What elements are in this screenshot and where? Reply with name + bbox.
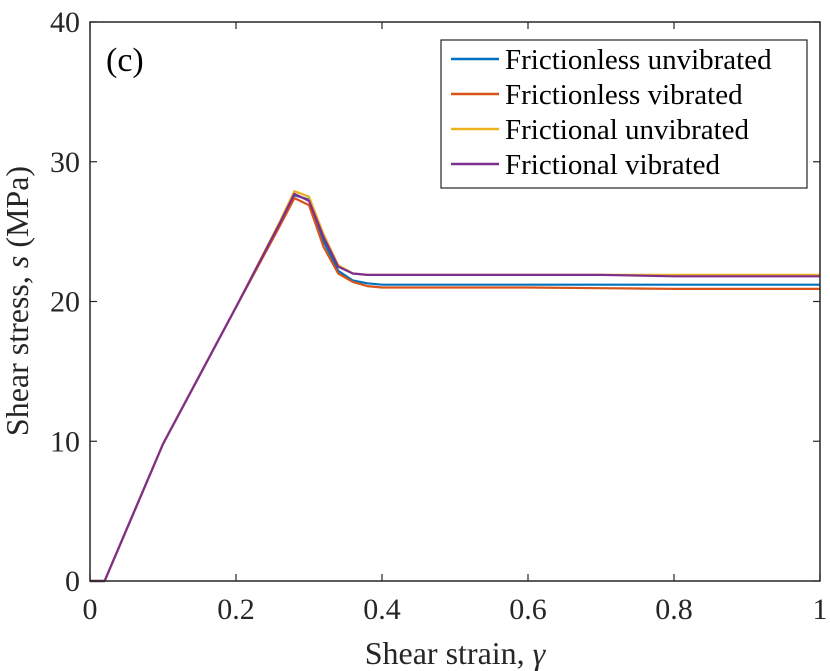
y-tick-label-2: 20 [50,286,80,319]
panel-label: (c) [106,42,144,79]
y-tick-labels: 0 10 20 30 40 [50,6,80,598]
y-tick-label-4: 40 [50,6,80,39]
x-tick-label-0: 0 [83,593,98,626]
y-axis-label: Shear stress, s (MPa) [0,166,35,436]
legend-label-2: Frictionless vibrated [505,79,743,111]
plot-frame [89,21,821,582]
x-axis-label: Shear strain, γ [365,635,547,671]
x-tick-label-3: 0.6 [509,593,547,626]
y-axis-label-unit: (MPa) [0,166,35,256]
x-tick-label-5: 1 [813,593,828,626]
legend-label-3: Frictional unvibrated [505,114,750,146]
legend-label-1: Frictionless unvibrated [505,44,772,76]
y-tick-label-0: 0 [65,565,80,598]
x-axis-label-text: Shear strain, [365,635,533,671]
series-line-4 [90,192,820,583]
y-tick-label-3: 30 [50,146,80,179]
x-tick-labels: 0 0.2 0.4 0.6 0.8 1 [83,593,828,626]
series-layer [90,190,820,583]
y-axis-label-symbol: s [0,256,35,268]
x-tick-label-1: 0.2 [217,593,255,626]
y-tick-label-1: 10 [50,425,80,458]
legend-label-4: Frictional vibrated [505,149,721,181]
x-tick-label-2: 0.4 [363,593,401,626]
legend-box [440,39,808,189]
x-tick-label-4: 0.8 [655,593,693,626]
y-axis-label-text: Shear stress, [0,268,35,436]
x-axis-label-symbol: γ [533,635,547,671]
